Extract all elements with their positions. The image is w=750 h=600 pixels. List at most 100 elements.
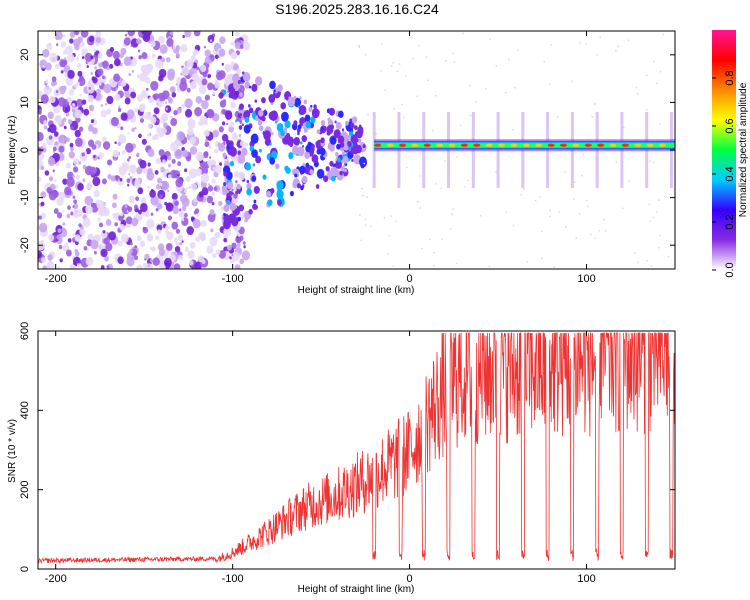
spectral-blob (61, 227, 66, 233)
spectral-blob (88, 124, 94, 132)
spectral-blob (65, 107, 68, 112)
spectral-blob (189, 260, 194, 266)
spectral-blob (239, 120, 243, 124)
spectral-blob (274, 163, 280, 170)
spectral-blob (72, 233, 76, 237)
spectral-blob (512, 224, 515, 227)
spectral-blob (185, 155, 192, 162)
spectral-blob (66, 177, 75, 188)
spectral-blob (222, 89, 227, 95)
spectral-blob (169, 86, 176, 94)
spectral-blob (230, 51, 238, 60)
spectral-blob (188, 185, 191, 189)
x-tick-label: -100 (222, 573, 244, 585)
spectral-blob (150, 40, 156, 48)
spectral-blob (354, 125, 358, 131)
spectral-blob (636, 92, 639, 95)
spectral-blob (147, 162, 151, 167)
spectral-blob (57, 228, 62, 234)
spectral-blob (150, 212, 154, 216)
snr-ylabel: SNR (10 * v/v) (7, 419, 18, 483)
spectral-blob (63, 50, 67, 55)
spectral-blob (429, 238, 431, 241)
spectral-blob (74, 109, 83, 119)
spectral-blob (262, 174, 267, 180)
spectral-blob (215, 52, 218, 55)
spectral-blob (433, 264, 435, 267)
spectral-blob (187, 127, 194, 136)
spectral-blob (118, 165, 127, 176)
spectral-blob (43, 125, 48, 130)
spectral-blob (193, 197, 198, 203)
spectral-blob (174, 245, 181, 253)
spectral-blob (43, 120, 48, 126)
spectral-blob (67, 53, 75, 63)
spectral-blob (254, 99, 258, 103)
spectral-blob (180, 44, 188, 53)
spectral-blob (106, 108, 112, 115)
spectral-blob (171, 92, 177, 98)
spectral-blob (614, 49, 617, 52)
spectral-blob (565, 226, 567, 228)
spectral-blob (90, 55, 94, 60)
spectral-blob (211, 191, 215, 196)
spectral-blob (541, 257, 543, 260)
spectral-blob (48, 123, 57, 134)
spectral-blob (108, 231, 117, 241)
spectral-blob (100, 109, 107, 118)
spectral-blob (128, 195, 135, 204)
spectral-blob (425, 56, 428, 59)
x-tick-label: 100 (577, 573, 595, 585)
spectral-blob (604, 229, 607, 232)
spectral-blob (185, 175, 191, 182)
spectral-blob (258, 109, 264, 117)
spectral-blob (433, 251, 436, 254)
spectral-blob (495, 64, 498, 67)
spectral-blob (204, 56, 211, 64)
spectral-blob (303, 127, 308, 134)
spectral-blob (164, 201, 168, 206)
spectral-blob (293, 97, 302, 108)
spectrogram-x-ticks: -200 -100 0 100 (45, 31, 596, 285)
spectral-blob (300, 185, 304, 191)
spectral-blob (581, 174, 583, 177)
spectral-blob (164, 105, 172, 113)
spectral-blob (304, 151, 311, 160)
spectral-blob (69, 142, 74, 148)
spectral-blob (360, 239, 363, 242)
spectral-blob (77, 182, 84, 191)
spectral-blob (120, 233, 129, 243)
spectral-blob (243, 245, 246, 249)
spectral-blob (337, 157, 341, 163)
spectral-blob (120, 79, 127, 87)
spectral-blob (128, 156, 132, 160)
spectral-blob (207, 73, 212, 79)
spectral-blob (223, 212, 226, 217)
spectral-blob (63, 125, 67, 130)
spectral-blob (652, 161, 655, 163)
spectral-blob (120, 126, 124, 131)
spectral-blob (653, 60, 655, 63)
spectral-blob (95, 234, 102, 242)
spectral-blob (144, 111, 152, 121)
spectral-blob (97, 68, 104, 76)
spectral-blob (280, 130, 285, 137)
spectral-blob (223, 227, 232, 237)
spectral-blob (234, 41, 241, 50)
spectral-blob (73, 203, 79, 210)
spectral-blob (141, 138, 147, 145)
spectral-blob (83, 245, 88, 251)
snr-xlabel: Height of straight line (km) (298, 584, 415, 595)
spectral-blob (165, 202, 174, 212)
spectral-blob (564, 171, 566, 174)
spectral-blob (221, 62, 224, 66)
spectral-blob (104, 255, 109, 262)
spectral-blob (204, 94, 210, 101)
spectral-blob (81, 56, 85, 60)
spectral-blob (119, 53, 124, 59)
spectral-blob (57, 266, 61, 269)
spectral-blob (186, 59, 194, 69)
y-tick-label: 20 (19, 49, 31, 61)
spectral-blob (62, 59, 68, 66)
spectral-blob (253, 199, 257, 204)
